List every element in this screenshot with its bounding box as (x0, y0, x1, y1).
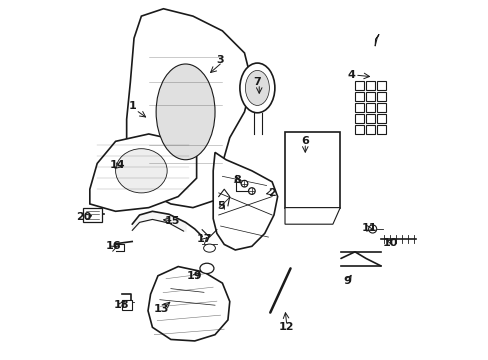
Bar (354, 92, 363, 101)
Polygon shape (148, 266, 229, 341)
Bar (122, 301, 132, 310)
Text: 8: 8 (233, 175, 241, 185)
Ellipse shape (156, 64, 215, 160)
Text: 4: 4 (346, 70, 354, 80)
Text: 20: 20 (77, 212, 92, 222)
Text: 10: 10 (382, 238, 397, 248)
Bar (376, 81, 385, 90)
Bar (366, 92, 374, 101)
Circle shape (241, 180, 247, 187)
Bar (376, 103, 385, 112)
Ellipse shape (240, 63, 274, 113)
Polygon shape (90, 134, 196, 211)
Bar (354, 125, 363, 134)
Text: 13: 13 (154, 304, 169, 314)
Polygon shape (126, 9, 251, 208)
Text: 7: 7 (253, 77, 261, 87)
Text: 15: 15 (164, 216, 180, 225)
Text: 11: 11 (361, 223, 377, 233)
Ellipse shape (245, 71, 269, 105)
Text: 2: 2 (268, 188, 275, 198)
Bar (354, 114, 363, 123)
Bar (354, 103, 363, 112)
Text: 9: 9 (343, 276, 351, 286)
Ellipse shape (200, 263, 213, 274)
Bar (376, 114, 385, 123)
Circle shape (248, 188, 255, 194)
Circle shape (368, 225, 376, 233)
Ellipse shape (203, 244, 215, 252)
Text: 17: 17 (196, 234, 211, 244)
Polygon shape (285, 208, 340, 224)
Text: 16: 16 (106, 241, 122, 251)
Bar (376, 92, 385, 101)
Text: 3: 3 (216, 55, 224, 65)
Text: 5: 5 (216, 201, 224, 211)
Polygon shape (213, 152, 277, 250)
Bar (376, 125, 385, 134)
Text: 1: 1 (128, 102, 136, 111)
Polygon shape (285, 132, 340, 208)
Text: 12: 12 (279, 322, 294, 332)
Text: 14: 14 (109, 160, 125, 170)
FancyBboxPatch shape (83, 208, 102, 222)
Ellipse shape (115, 149, 167, 193)
Bar (366, 125, 374, 134)
Text: 18: 18 (113, 300, 129, 310)
Bar (366, 114, 374, 123)
Bar (354, 81, 363, 90)
Bar (366, 81, 374, 90)
Bar (366, 103, 374, 112)
Text: 6: 6 (301, 136, 308, 146)
Text: 19: 19 (186, 271, 202, 281)
